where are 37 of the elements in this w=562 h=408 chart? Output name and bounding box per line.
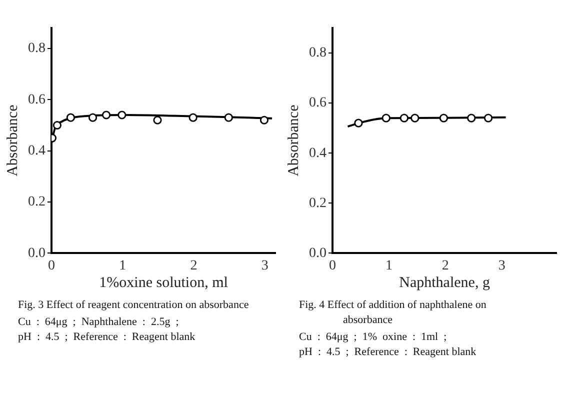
x-tick-label: 3: [261, 258, 268, 274]
y-axis-title: Absorbance: [4, 104, 21, 176]
text: Cu : 64μg ; Naphthalene : 2.5g ;: [18, 315, 180, 330]
point: [88, 113, 98, 122]
point: [188, 113, 198, 122]
text: Fig. 4 Effect of addition of naphthalene on absorbance: [299, 298, 488, 328]
x-tick-label: 2: [442, 258, 449, 274]
y-tick-label: 0.2: [28, 194, 46, 210]
point: [224, 113, 233, 122]
x-tick-label: 1: [119, 258, 126, 274]
y-tick-label: 0.2: [309, 196, 326, 211]
x-tick-label: 0: [329, 258, 336, 274]
point: [66, 113, 76, 122]
text: pH : 4.5 ; Reference : Reagent blank: [299, 345, 478, 360]
x-tick-label: 0: [48, 258, 55, 274]
x-tick-label: 3: [498, 258, 506, 274]
y-tick-label: 0.6: [28, 92, 46, 108]
y-tick-label: 0.0: [309, 246, 326, 261]
x-axis-title: 1%oxine solution, ml: [99, 274, 228, 291]
point: [102, 110, 111, 120]
text: pH : 4.5 ; Reference : Reagent blank: [18, 330, 196, 345]
x-axis-title: Naphthalene, g: [399, 274, 490, 291]
point: [153, 116, 162, 124]
x-tick-label: 2: [190, 258, 198, 274]
y-tick-label: 0.6: [309, 96, 326, 111]
y-axis-title: Absorbance: [286, 104, 302, 176]
x-tick-label: 1: [385, 258, 392, 274]
y-tick-label: 0.0: [28, 246, 46, 261]
y-tick-label: 0.8: [28, 41, 46, 56]
y-tick-label: 0.8: [309, 46, 326, 61]
point: [52, 120, 62, 130]
point: [260, 116, 269, 124]
point: [118, 110, 126, 120]
y-tick-label: 0.4: [309, 146, 326, 161]
text: Fig. 3 Effect of reagent concentration on absorbance: [18, 298, 250, 313]
y-tick-label: 0.4: [28, 144, 46, 159]
text: Cu : 64μg ; 1% oxine : 1ml ;: [299, 330, 448, 345]
